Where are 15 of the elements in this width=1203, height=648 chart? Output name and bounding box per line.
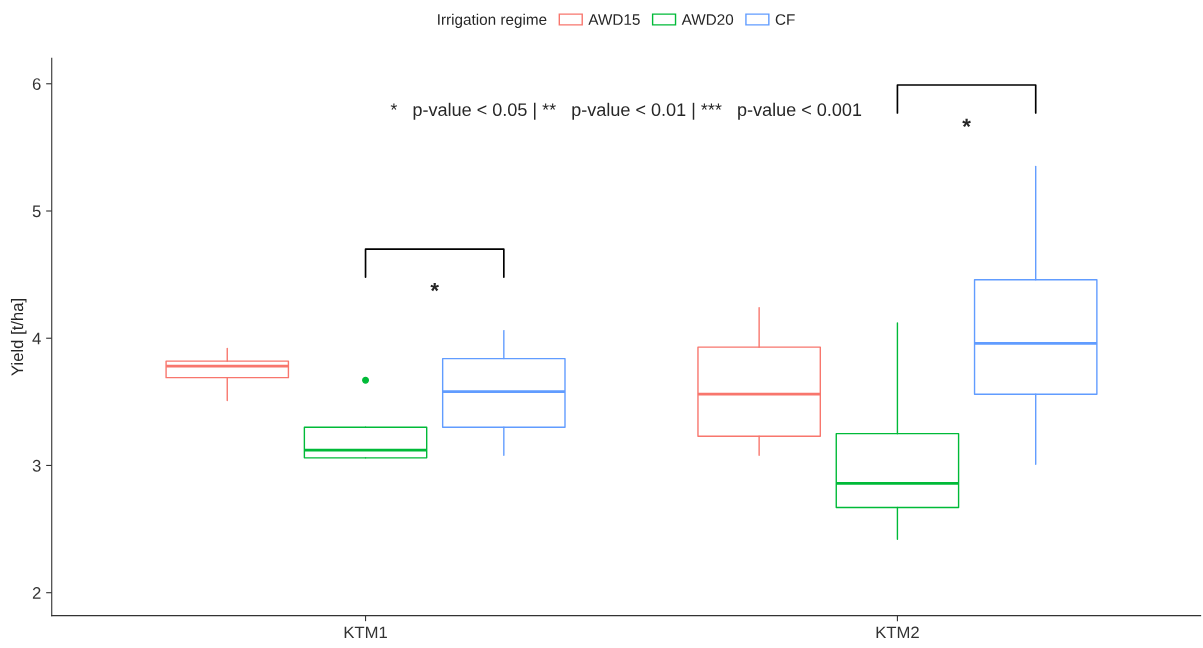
x-tick-label: KTM1 [344,626,387,639]
y-tick-label: 5 [32,205,41,218]
legend-label: AWD20 [681,14,734,25]
annotation: * p-value < 0.05 | ** p-value < 0.01 | *** p-value < 0.001 [390,102,862,120]
y-tick-label: 6 [32,78,41,90]
y-axis-title: Yield [t/ha] [10,299,27,376]
annotation: * [430,282,439,292]
legend-label: CF [775,14,795,25]
y-tick-label: 3 [32,459,41,472]
x-tick-label: KTM2 [876,626,919,639]
legend-label: AWD15 [588,14,640,25]
y-tick-label: 2 [32,587,41,599]
y-tick-label: 4 [32,332,41,345]
legend-title: Irrigation regime [438,13,547,28]
annotation: * [962,118,971,128]
